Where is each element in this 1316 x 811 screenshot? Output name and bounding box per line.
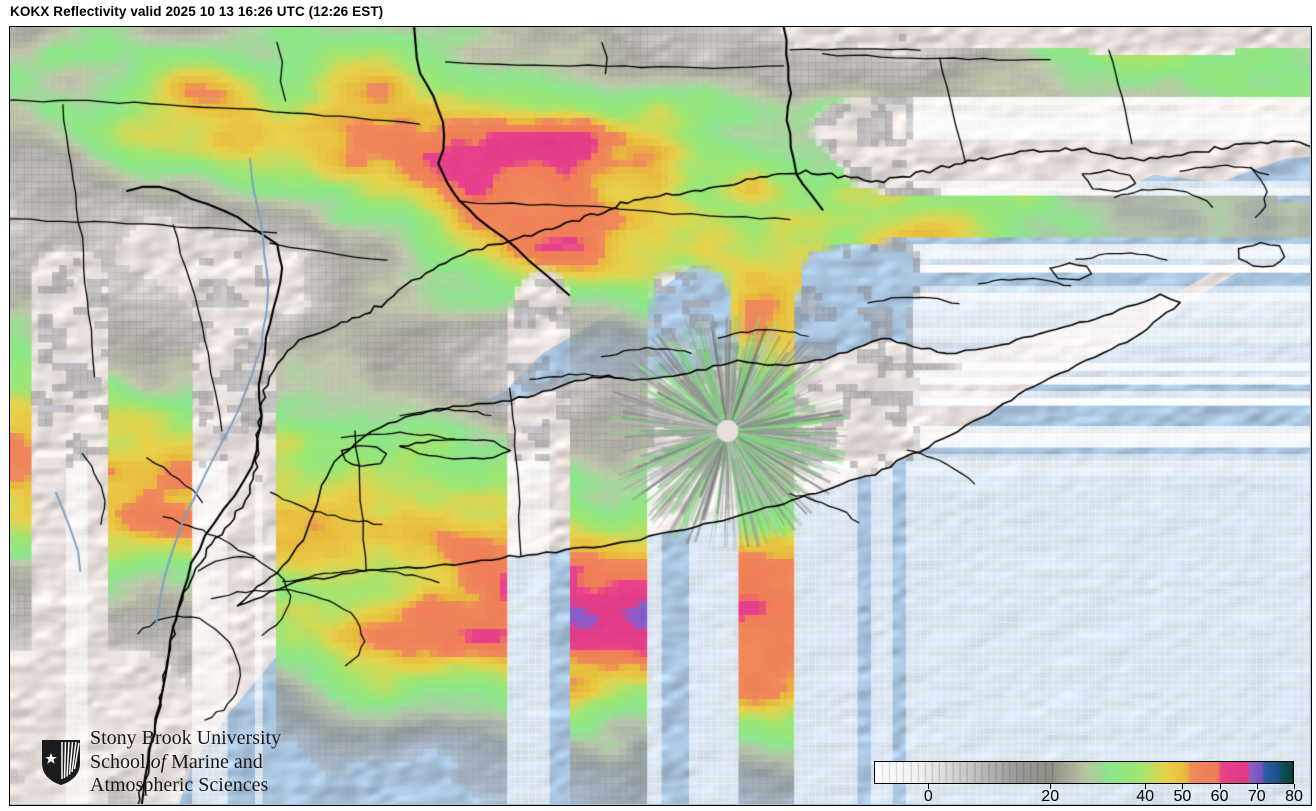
colorbar-scale — [874, 761, 1294, 784]
colorbar-tick-label: 40 — [1136, 788, 1155, 805]
page-title: KOKX Reflectivity valid 2025 10 13 16:26… — [10, 4, 384, 19]
colorbar-tick — [928, 784, 930, 789]
radar-reflectivity-image[interactable] — [10, 27, 1310, 804]
colorbar-tick — [1182, 784, 1184, 789]
colorbar-tick-label: 80 — [1285, 788, 1303, 805]
colorbar-tick-label: 70 — [1247, 788, 1266, 805]
colorbar-tick — [1294, 784, 1295, 789]
colorbar-gradient — [875, 762, 1293, 783]
colorbar-legend: 0 20 40 50 60 70 80 — [874, 761, 1304, 805]
colorbar-tick-label: 60 — [1210, 788, 1229, 805]
colorbar-tick — [1256, 784, 1258, 789]
title-bar: KOKX Reflectivity valid 2025 10 13 16:26… — [0, 0, 1316, 25]
colorbar-tick-label: 20 — [1041, 788, 1060, 805]
colorbar-tick-label: 0 — [923, 788, 933, 805]
colorbar-tick-label: 50 — [1173, 788, 1192, 805]
colorbar-tick — [1219, 784, 1221, 789]
colorbar-tick — [1145, 784, 1147, 789]
map-viewport[interactable]: Stony Brook University School of Marine … — [9, 26, 1312, 806]
colorbar-tick — [1050, 784, 1052, 789]
